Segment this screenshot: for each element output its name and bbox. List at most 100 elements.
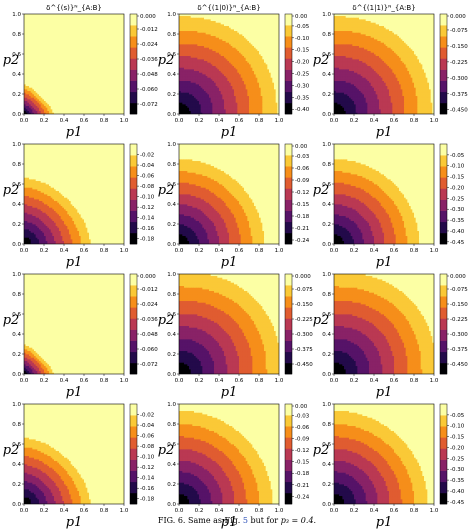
heatmap-cell <box>427 87 430 90</box>
heatmap-cell <box>359 102 362 105</box>
heatmap-cell <box>339 82 342 85</box>
heatmap-cell <box>52 105 55 108</box>
heatmap-cell <box>180 102 183 105</box>
heatmap-cell <box>212 69 215 72</box>
heatmap-cell <box>207 97 210 100</box>
heatmap-cell <box>217 84 220 87</box>
heatmap-cell <box>230 107 233 110</box>
heatmap-cell <box>195 70 198 73</box>
heatmap-cell <box>364 94 367 97</box>
heatmap-cell <box>259 44 262 47</box>
heatmap-cell <box>244 82 247 85</box>
heatmap-cell <box>347 102 350 105</box>
heatmap-cell <box>267 52 270 55</box>
heatmap-cell <box>29 110 32 113</box>
heatmap-cell <box>220 82 223 85</box>
heatmap-cell <box>257 37 260 40</box>
heatmap-cell <box>392 112 395 114</box>
heatmap-cell <box>214 99 217 102</box>
heatmap-cell <box>370 105 373 108</box>
heatmap-cell <box>29 104 32 107</box>
heatmap-cell <box>180 60 183 63</box>
heatmap-cell <box>185 92 188 95</box>
heatmap-cell <box>249 90 252 93</box>
heatmap-cell <box>204 69 207 72</box>
heatmap-cell <box>409 110 412 113</box>
heatmap-cell <box>214 47 217 50</box>
heatmap-cell <box>402 92 405 95</box>
heatmap-cell <box>222 77 225 80</box>
heatmap-cell <box>227 60 230 63</box>
heatmap-cell <box>200 90 203 93</box>
heatmap-cell <box>182 29 185 32</box>
heatmap-cell <box>225 79 228 82</box>
heatmap-cell <box>255 57 258 60</box>
colorbar-tick-label: -0.048 <box>140 72 158 78</box>
heatmap-cell <box>207 105 210 108</box>
heatmap-cell <box>25 85 28 88</box>
heatmap-cell <box>414 90 417 93</box>
heatmap-cell <box>265 112 268 114</box>
heatmap-cell <box>420 112 423 114</box>
heatmap-cell <box>389 87 392 90</box>
heatmap-cell <box>245 70 248 73</box>
heatmap-cell <box>265 44 268 47</box>
heatmap-cell <box>255 60 258 63</box>
heatmap-cell <box>272 92 275 95</box>
heatmap-cell <box>379 92 382 95</box>
heatmap-cell <box>374 90 377 93</box>
heatmap-cell <box>264 55 267 58</box>
heatmap-cell <box>200 85 203 88</box>
heatmap-cell <box>227 32 230 35</box>
heatmap-cell <box>422 87 425 90</box>
heatmap-cell <box>224 107 227 110</box>
heatmap-cell <box>375 90 378 93</box>
heatmap-cell <box>40 95 43 98</box>
heatmap-cell <box>222 97 225 100</box>
heatmap-cell <box>410 80 413 83</box>
heatmap-cell <box>185 90 188 93</box>
heatmap-cell <box>354 99 357 102</box>
heatmap-cell <box>189 62 192 65</box>
heatmap-cell <box>239 62 242 65</box>
heatmap-cell <box>250 39 253 42</box>
heatmap-cell <box>200 104 203 107</box>
heatmap-cell <box>244 50 247 53</box>
heatmap-cell <box>189 15 192 18</box>
heatmap-cell <box>187 99 190 102</box>
heatmap-cell <box>242 37 245 40</box>
heatmap-cell <box>194 109 197 112</box>
heatmap-cell <box>210 29 213 32</box>
heatmap-cell <box>245 54 248 57</box>
heatmap-cell <box>207 72 210 75</box>
heatmap-cell <box>342 99 345 102</box>
heatmap-cell <box>410 85 413 88</box>
heatmap-cell <box>207 37 210 40</box>
heatmap-cell <box>185 79 188 82</box>
heatmap-cell <box>202 60 205 63</box>
heatmap-cell <box>249 92 252 95</box>
heatmap-cell <box>190 69 193 72</box>
heatmap-cell <box>267 39 270 42</box>
heatmap-cell <box>352 90 355 93</box>
heatmap-cell <box>187 35 190 38</box>
heatmap-cell <box>220 40 223 43</box>
heatmap-cell <box>195 82 198 85</box>
heatmap-cell <box>194 55 197 58</box>
heatmap-cell <box>220 24 223 27</box>
heatmap-cell <box>257 52 260 55</box>
heatmap-cell <box>345 92 348 95</box>
heatmap-cell <box>190 100 193 103</box>
heatmap-cell <box>274 84 277 87</box>
heatmap-cell <box>414 95 417 98</box>
heatmap-cell <box>224 77 227 80</box>
heatmap-cell <box>239 50 242 53</box>
heatmap-cell <box>229 80 232 83</box>
heatmap-cell <box>404 102 407 105</box>
heatmap-cell <box>250 70 253 73</box>
heatmap-cell <box>420 110 423 113</box>
heatmap-cell <box>230 47 233 50</box>
heatmap-cell <box>337 82 340 85</box>
heatmap-cell <box>217 99 220 102</box>
heatmap-cell <box>412 87 415 90</box>
